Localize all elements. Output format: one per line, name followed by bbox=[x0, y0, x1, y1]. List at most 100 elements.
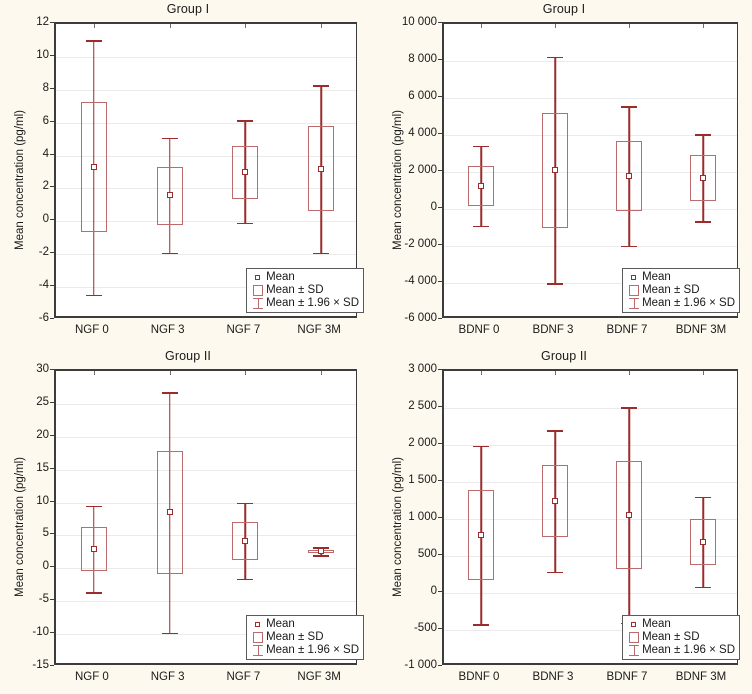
gridline bbox=[56, 254, 356, 255]
x-tick-label-3: BDNF 3M bbox=[675, 324, 727, 336]
whisker-cap-lower bbox=[473, 225, 489, 228]
mean-marker bbox=[626, 511, 632, 518]
whisker-cap-upper bbox=[85, 40, 102, 42]
x-tick-mark bbox=[703, 24, 704, 28]
mean-marker bbox=[552, 167, 558, 174]
y-axis-label: Mean concentration (pg/ml) bbox=[14, 457, 26, 597]
x-tick-label-0: BDNF 0 bbox=[458, 671, 500, 683]
y-tick-label: 6 bbox=[42, 114, 49, 127]
whisker-cap-upper bbox=[547, 430, 563, 432]
sd-box bbox=[80, 527, 107, 571]
ci-line-icon bbox=[257, 298, 259, 309]
x-tick-label-0: NGF 0 bbox=[74, 671, 109, 683]
y-tick-mark bbox=[438, 517, 442, 518]
whisker-cap-upper bbox=[695, 134, 711, 136]
gridline bbox=[444, 593, 737, 594]
whisker-cap-lower bbox=[313, 555, 330, 557]
x-tick-mark bbox=[321, 371, 323, 375]
legend-item-ci-whisker: Mean ± 1.96 × SD bbox=[250, 644, 359, 657]
y-tick-label: -6 bbox=[38, 312, 49, 324]
gridline bbox=[444, 630, 737, 631]
whisker-cap-upper bbox=[237, 502, 254, 505]
gridline bbox=[56, 156, 356, 157]
y-tick-label: 500 bbox=[417, 548, 437, 560]
whisker-cap-lower bbox=[161, 632, 178, 635]
y-tick-mark bbox=[438, 480, 442, 481]
gridline bbox=[56, 90, 356, 91]
x-tick-label-1: NGF 3 bbox=[150, 671, 185, 683]
whisker-cap-lower bbox=[621, 245, 637, 248]
chart-legend: Mean Mean ± SD Mean ± 1.96 × SD bbox=[622, 268, 740, 313]
whisker-cap-lower bbox=[85, 592, 102, 594]
y-tick-label: 10 000 bbox=[401, 16, 437, 28]
chart-panel-panel-bdnf-group2: Group II Mean concentration (pg/ml) -1 000… bbox=[376, 347, 752, 694]
whisker-cap-upper bbox=[161, 392, 178, 394]
chart-legend: Mean Mean ± SD Mean ± 1.96 × SD bbox=[622, 615, 740, 660]
y-tick-mark bbox=[50, 566, 54, 568]
gridline bbox=[56, 470, 356, 471]
y-tick-label: -4 000 bbox=[404, 275, 437, 287]
sd-box-icon bbox=[250, 631, 266, 644]
y-tick-mark bbox=[50, 401, 54, 403]
x-tick-label-2: NGF 7 bbox=[226, 324, 261, 336]
y-tick-label: -500 bbox=[413, 622, 437, 634]
y-tick-mark bbox=[438, 406, 442, 407]
y-tick-mark bbox=[438, 96, 442, 97]
x-tick-label-1: BDNF 3 bbox=[532, 671, 574, 683]
whisker-cap-lower bbox=[237, 222, 254, 225]
sd-box bbox=[616, 460, 642, 570]
x-tick-label-1: BDNF 3 bbox=[532, 324, 574, 336]
y-tick-mark bbox=[438, 207, 442, 208]
x-tick-mark bbox=[169, 24, 171, 28]
y-tick-label: 0 bbox=[430, 585, 437, 597]
sd-box-icon bbox=[626, 284, 642, 297]
ci-line-icon bbox=[257, 645, 259, 656]
y-tick-label: 2 bbox=[42, 180, 49, 193]
x-tick-mark bbox=[555, 371, 556, 375]
chart-panel-panel-ngf-group1: Group I Mean concentration (pg/ml) -6 -4 -2 0… bbox=[0, 0, 376, 347]
sd-box bbox=[690, 155, 716, 201]
legend-label: Mean ± 1.96 × SD bbox=[642, 644, 735, 656]
sd-box bbox=[690, 518, 716, 565]
mean-marker bbox=[90, 164, 97, 171]
mean-square-icon bbox=[631, 622, 637, 627]
legend-label: Mean ± SD bbox=[266, 631, 324, 643]
gridline bbox=[56, 601, 356, 602]
y-tick-label: 30 bbox=[36, 363, 49, 375]
plot-area bbox=[54, 22, 357, 318]
y-tick-label: 12 bbox=[36, 16, 49, 28]
mean-marker bbox=[318, 165, 325, 172]
y-tick-label: -6 000 bbox=[404, 312, 437, 324]
y-tick-label: 25 bbox=[36, 395, 49, 408]
mean-marker bbox=[700, 174, 706, 181]
whisker-cap-lower bbox=[547, 571, 563, 574]
ci-cap-bottom-icon bbox=[629, 307, 640, 309]
chart-panel-panel-bdnf-group1: Group I Mean concentration (pg/ml) -6 000 -… bbox=[376, 0, 752, 347]
sd-box bbox=[232, 146, 259, 199]
y-tick-label: 4 bbox=[42, 147, 49, 160]
x-tick-mark bbox=[93, 24, 95, 28]
legend-label: Mean bbox=[266, 618, 295, 630]
gridline bbox=[56, 188, 356, 189]
mean-marker bbox=[552, 497, 558, 504]
legend-label: Mean ± 1.96 × SD bbox=[266, 297, 359, 309]
y-tick-mark bbox=[50, 500, 54, 502]
gridline bbox=[444, 246, 737, 247]
ci-cap-bottom-icon bbox=[253, 307, 264, 309]
y-tick-mark bbox=[438, 281, 442, 282]
y-tick-mark bbox=[438, 591, 442, 592]
legend-item-mean-marker: Mean bbox=[250, 618, 359, 631]
ci-cap-bottom-icon bbox=[629, 654, 640, 656]
ci-cap-bottom-icon bbox=[253, 654, 264, 656]
gridline bbox=[56, 221, 356, 222]
mean-marker bbox=[166, 509, 173, 516]
x-tick-mark bbox=[245, 371, 247, 375]
legend-label: Mean ± SD bbox=[642, 284, 700, 296]
mean-marker bbox=[242, 538, 249, 545]
y-tick-mark bbox=[438, 443, 442, 444]
y-tick-label: -4 bbox=[38, 279, 49, 292]
gridline bbox=[56, 123, 356, 124]
x-tick-label-3: BDNF 3M bbox=[675, 671, 727, 683]
y-tick-mark bbox=[438, 59, 442, 60]
y-tick-mark bbox=[438, 554, 442, 555]
